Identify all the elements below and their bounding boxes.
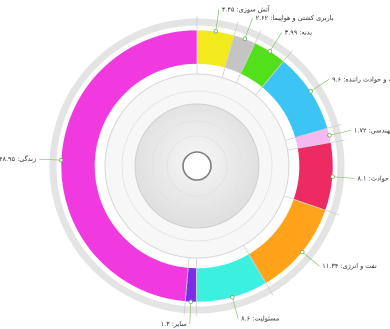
slice-label-8: سایر: ۱.۳ xyxy=(161,320,187,328)
leader-dot-8 xyxy=(188,299,193,305)
leader-line-2 xyxy=(269,32,282,52)
slice-divider-6 xyxy=(283,195,339,216)
guide-circle-0 xyxy=(166,135,228,197)
slice-divider-5 xyxy=(287,139,345,151)
slice-label-3: شخص ثالث و حوادث راننده: ۹.۶ xyxy=(332,75,390,83)
leader-dot-2 xyxy=(267,48,273,54)
slice-label-4: مهندسی: ۱.۷۲ xyxy=(354,126,390,134)
leader-line-4 xyxy=(329,129,352,136)
leader-dot-5 xyxy=(330,174,335,179)
leader-line-7 xyxy=(232,297,239,319)
leader-dot-9 xyxy=(58,157,64,163)
leader-line-8 xyxy=(189,301,192,324)
leader-dot-1 xyxy=(242,36,248,41)
slice-label-1: باربری کشتی و هواپیما: ۲.۶۲ xyxy=(256,14,334,22)
leader-dot-3 xyxy=(308,89,313,94)
leader-dot-4 xyxy=(327,133,332,138)
slice-9 xyxy=(60,29,198,302)
slice-divider-3 xyxy=(255,50,293,96)
leader-line-0 xyxy=(215,9,220,32)
leader-line-5 xyxy=(332,176,355,179)
slice-divider-4 xyxy=(285,124,342,141)
slice-label-6: نفت و انرژی: ۱۱.۳۴ xyxy=(322,262,377,270)
leader-dot-0 xyxy=(213,29,219,34)
center-hub xyxy=(182,151,212,181)
slice-divider-7 xyxy=(243,245,274,296)
slice-label-9: زندگی: ۴۸.۹۵ xyxy=(0,155,36,163)
slice-divider-1 xyxy=(221,21,239,78)
slice-divider-9 xyxy=(183,257,190,316)
leader-dot-7 xyxy=(230,295,235,300)
slice-5 xyxy=(293,142,334,211)
leader-line-9 xyxy=(39,158,62,161)
slice-label-5: درمان و حوادث: ۸.۱ xyxy=(358,174,390,182)
guide-circle-1 xyxy=(151,120,243,212)
slice-label-2: بدنه: ۳.۹۹ xyxy=(285,29,313,37)
slice-label-0: آتش سوزی: ۴.۴۵ xyxy=(222,5,271,14)
slice-label-7: مسئولیت: ۸.۶ xyxy=(241,315,279,323)
leader-line-3 xyxy=(310,78,330,92)
slice-divider-2 xyxy=(235,30,262,83)
leader-line-1 xyxy=(244,17,253,39)
leader-line-6 xyxy=(302,251,320,267)
guide-circle-2 xyxy=(121,90,273,242)
leader-dot-6 xyxy=(300,249,305,255)
